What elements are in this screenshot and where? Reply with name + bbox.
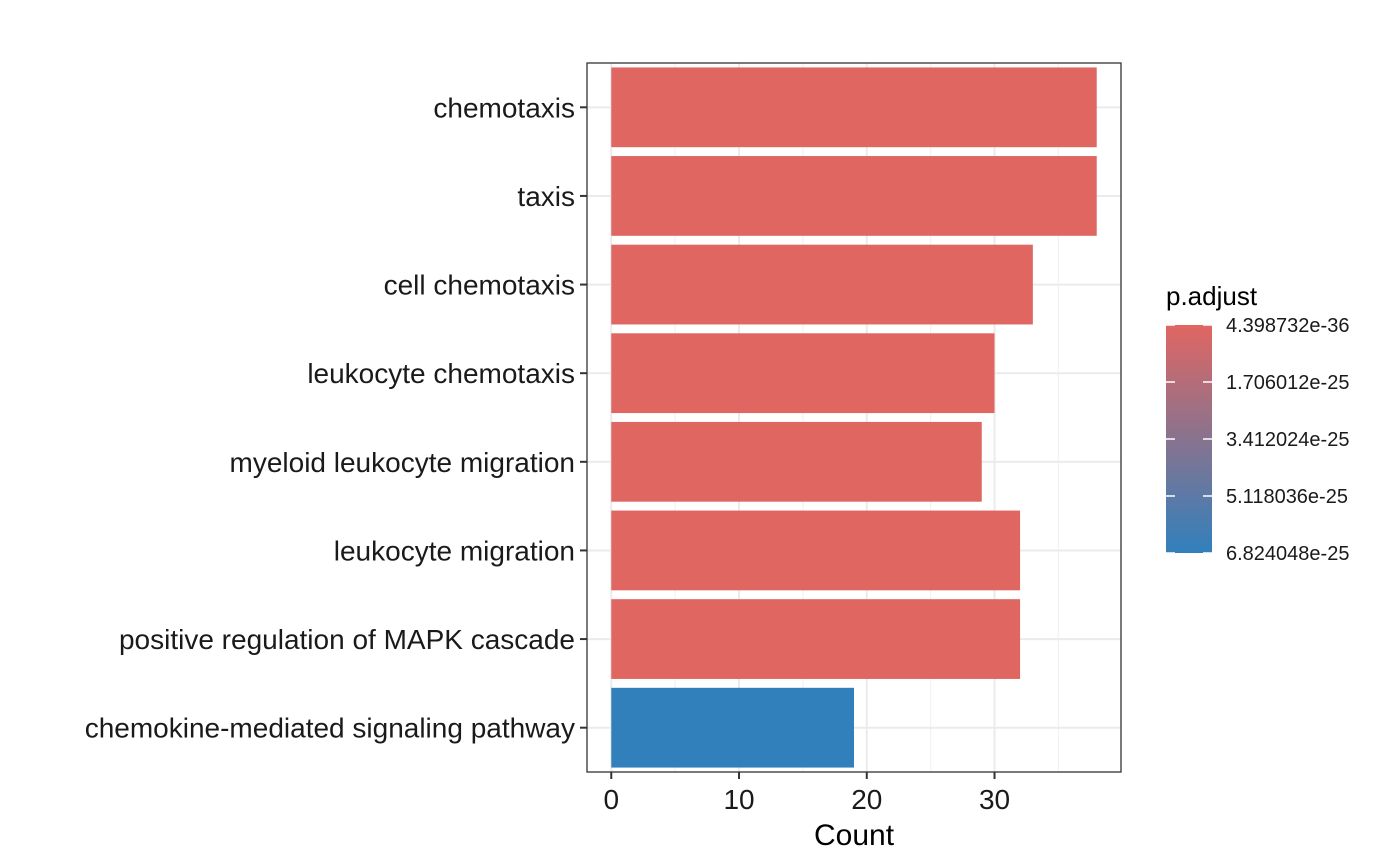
x-tick-label: 30 — [979, 784, 1010, 815]
category-label: myeloid leukocyte migration — [230, 447, 576, 478]
x-tick-label: 20 — [851, 784, 882, 815]
bar — [611, 244, 1033, 325]
legend: p.adjust 4.398732e-36 1.706012e-25 3.41202… — [1166, 281, 1349, 565]
category-label: positive regulation of MAPK cascade — [119, 624, 575, 655]
bars — [611, 67, 1097, 768]
category-label: taxis — [517, 181, 575, 212]
category-label: leukocyte chemotaxis — [307, 358, 575, 389]
legend-title: p.adjust — [1166, 281, 1258, 311]
legend-label: 4.398732e-36 — [1226, 315, 1349, 337]
bar — [611, 333, 995, 414]
plot-panel-border — [586, 62, 1122, 773]
legend-label: 1.706012e-25 — [1226, 372, 1349, 394]
category-label: chemokine-mediated signaling pathway — [85, 713, 575, 744]
bar — [611, 687, 854, 768]
bar — [611, 599, 1021, 679]
x-tick-label: 10 — [723, 784, 754, 815]
x-tick-label: 0 — [603, 784, 619, 815]
bar — [611, 67, 1097, 148]
category-label: chemotaxis — [433, 92, 575, 123]
bar — [611, 421, 982, 502]
category-label: cell chemotaxis — [384, 270, 575, 301]
x-axis: 0 10 20 30 — [603, 772, 1010, 815]
legend-label: 3.412024e-25 — [1226, 429, 1349, 451]
bar — [611, 156, 1097, 236]
legend-label: 6.824048e-25 — [1226, 543, 1349, 565]
legend-ticks: 4.398732e-36 1.706012e-25 3.412024e-25 5.11… — [1166, 315, 1349, 565]
x-axis-title: Count — [814, 819, 895, 852]
y-axis: chemotaxis taxis cell chemotaxis leukocyte … — [85, 92, 587, 744]
bar — [611, 510, 1021, 591]
legend-label: 5.118036e-25 — [1226, 486, 1348, 508]
category-label: leukocyte migration — [334, 535, 575, 566]
